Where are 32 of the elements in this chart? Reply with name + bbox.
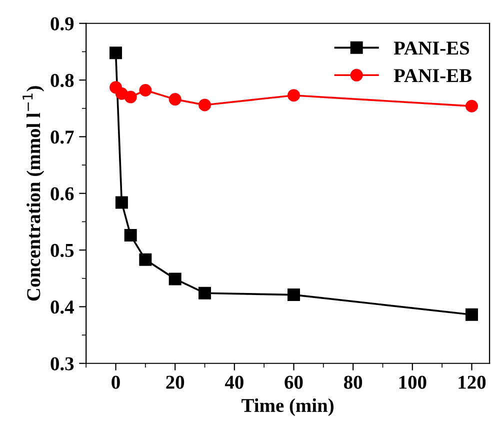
y-tick-label: 0.7 — [50, 130, 74, 144]
point — [110, 46, 122, 60]
point — [465, 100, 478, 112]
y-tick-label: 0.5 — [50, 244, 74, 258]
point — [124, 229, 137, 242]
x-tick-label: 20 — [166, 376, 184, 389]
point — [168, 93, 182, 106]
legend-label: PANI-ES — [394, 42, 470, 55]
y-tick-label: 0.9 — [50, 17, 74, 30]
x-axis-title: Time (min) — [242, 398, 334, 416]
x-tick-label: 60 — [284, 376, 303, 389]
point — [124, 90, 137, 104]
y-axis-title: Concentration (mmol l$^{−1}$) — [22, 86, 44, 301]
point — [288, 288, 300, 302]
point — [288, 89, 300, 102]
y-tick-label: 0.6 — [50, 187, 74, 200]
point — [198, 286, 212, 300]
legend-label: PANI-EB — [394, 69, 472, 82]
y-tick-label: 0.4 — [50, 300, 74, 314]
y-tick-label: 0.8 — [50, 74, 74, 88]
point — [139, 253, 152, 266]
x-tick-label: 0 — [112, 376, 120, 389]
x-tick-label: 100 — [399, 376, 426, 389]
x-tick-label: 80 — [344, 376, 362, 389]
point — [198, 98, 212, 112]
point — [168, 272, 182, 286]
point — [465, 308, 478, 321]
x-tick-label: 120 — [458, 376, 486, 389]
point — [139, 84, 152, 96]
x-tick-label: 40 — [224, 376, 244, 389]
point — [115, 196, 128, 209]
y-tick-label: 0.3 — [50, 357, 74, 370]
